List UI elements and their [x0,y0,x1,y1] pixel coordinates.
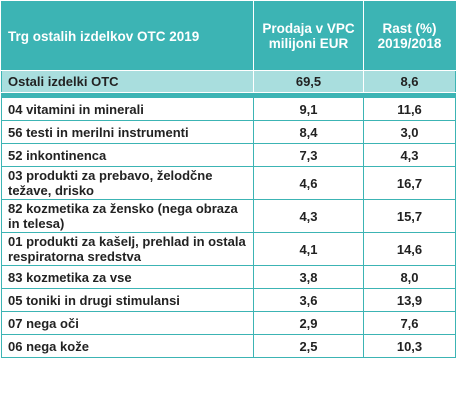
row: 05 toniki in drugi stimulansi 3,6 13,9 [1,288,456,312]
cell: 2,9 [253,311,364,335]
cell: 8,0 [363,265,456,289]
cell: 14,6 [363,232,456,266]
header-cell: Prodaja v VPC milijoni EUR [253,1,364,71]
row: 07 nega oči 2,9 7,6 [1,311,456,335]
cell: 56 testi in merilni instrumenti [1,120,254,144]
cell: 2,5 [253,334,364,358]
table-body: Ostali izdelki OTC 69,5 8,6 04 vitamini … [1,70,456,358]
row: 04 vitamini in minerali 9,1 11,6 [1,97,456,121]
cell: 52 inkontinenca [1,143,254,167]
row: 01 produkti za kašelj, prehlad in ostala… [1,232,456,266]
cell: 15,7 [363,199,456,233]
cell: 4,1 [253,232,364,266]
summary-row: Ostali izdelki OTC 69,5 8,6 [1,70,456,93]
header-row: Trg ostalih izdelkov OTC 2019 Prodaja v … [1,1,456,71]
row: 06 nega kože 2,5 10,3 [1,334,456,358]
cell: 8,6 [363,70,456,93]
cell: 4,3 [253,199,364,233]
cell: 4,3 [363,143,456,167]
cell: 13,9 [363,288,456,312]
row: 83 kozmetika za vse 3,8 8,0 [1,265,456,289]
cell: 11,6 [363,97,456,121]
cell: 10,3 [363,334,456,358]
cell: 7,6 [363,311,456,335]
row: 56 testi in merilni instrumenti 8,4 3,0 [1,120,456,144]
header-cell: Rast (%) 2019/2018 [363,1,456,71]
cell: 3,8 [253,265,364,289]
row: 52 inkontinenca 7,3 4,3 [1,143,456,167]
cell: 07 nega oči [1,311,254,335]
cell: 16,7 [363,166,456,200]
cell: 83 kozmetika za vse [1,265,254,289]
cell: 03 produkti za prebavo, želodčne težave,… [1,166,254,200]
cell: 7,3 [253,143,364,167]
row: 03 produkti za prebavo, želodčne težave,… [1,166,456,200]
cell: 69,5 [253,70,364,93]
cell: 06 nega kože [1,334,254,358]
cell: 3,0 [363,120,456,144]
cell: 4,6 [253,166,364,200]
cell: 05 toniki in drugi stimulansi [1,288,254,312]
cell: 3,6 [253,288,364,312]
header-cell: Trg ostalih izdelkov OTC 2019 [1,1,254,71]
cell: 9,1 [253,97,364,121]
cell: 01 produkti za kašelj, prehlad in ostala… [1,232,254,266]
cell: 04 vitamini in minerali [1,97,254,121]
otc-table: Trg ostalih izdelkov OTC 2019 Prodaja v … [1,1,456,358]
cell: 82 kozmetika za žensko (nega obraza in t… [1,199,254,233]
cell: 8,4 [253,120,364,144]
cell: Ostali izdelki OTC [1,70,254,93]
row: 82 kozmetika za žensko (nega obraza in t… [1,199,456,233]
